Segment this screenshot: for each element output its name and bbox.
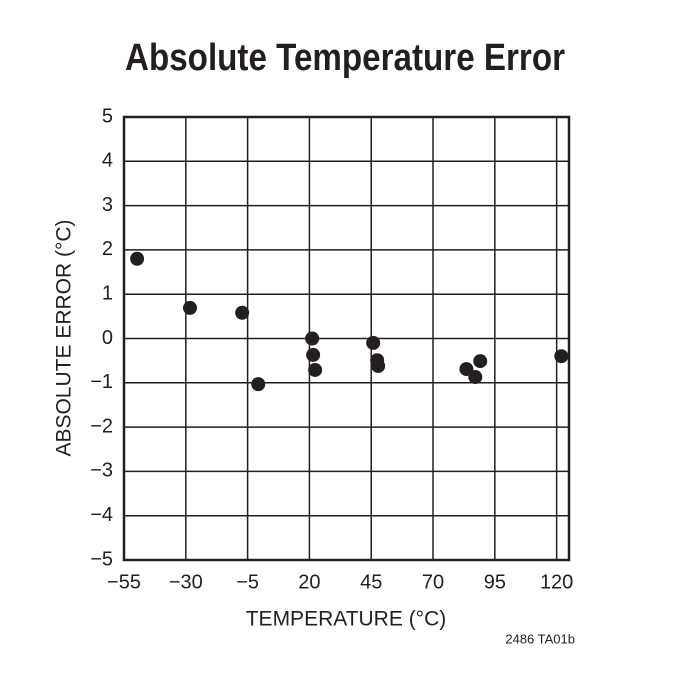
figure-note: 2486 TA01b: [505, 631, 575, 646]
data-point: [468, 370, 483, 385]
data-point: [235, 305, 250, 320]
data-point: [459, 362, 474, 377]
y-tick-label: 0: [102, 327, 113, 349]
data-point: [130, 251, 145, 266]
y-tick-label: 5: [102, 105, 113, 127]
data-point: [251, 377, 266, 392]
x-tick-label: 95: [484, 571, 506, 593]
x-tick-label: 120: [540, 571, 573, 593]
y-tick-label: 4: [102, 150, 113, 172]
y-tick-label: −4: [90, 504, 113, 526]
chart-title: Absolute Temperature Error: [125, 37, 565, 79]
plot-frame: [122, 115, 571, 562]
x-tick-label: 70: [422, 571, 444, 593]
x-tick-label: −30: [169, 571, 203, 593]
x-axis-label: TEMPERATURE (°C): [246, 608, 447, 631]
y-tick-label: 2: [102, 238, 113, 260]
data-point: [473, 354, 488, 369]
y-tick-label: 1: [102, 282, 113, 304]
data-point: [554, 349, 569, 364]
data-point: [366, 335, 381, 350]
y-tick-label: −2: [90, 415, 113, 437]
y-tick-label: −5: [90, 548, 113, 570]
y-tick-label: −3: [90, 460, 113, 482]
data-point: [371, 358, 386, 373]
data-point: [308, 362, 323, 377]
x-tick-label: 45: [360, 571, 382, 593]
y-tick-label: 3: [102, 194, 113, 216]
x-tick-label: −55: [107, 571, 141, 593]
x-tick-label: 20: [298, 571, 320, 593]
y-tick-label: −1: [90, 371, 113, 393]
data-point: [306, 347, 321, 362]
x-tick-label: −5: [236, 571, 259, 593]
data-point: [305, 331, 320, 346]
data-point: [183, 300, 198, 315]
y-axis-label: ABSOLUTE ERROR (°C): [53, 219, 76, 456]
